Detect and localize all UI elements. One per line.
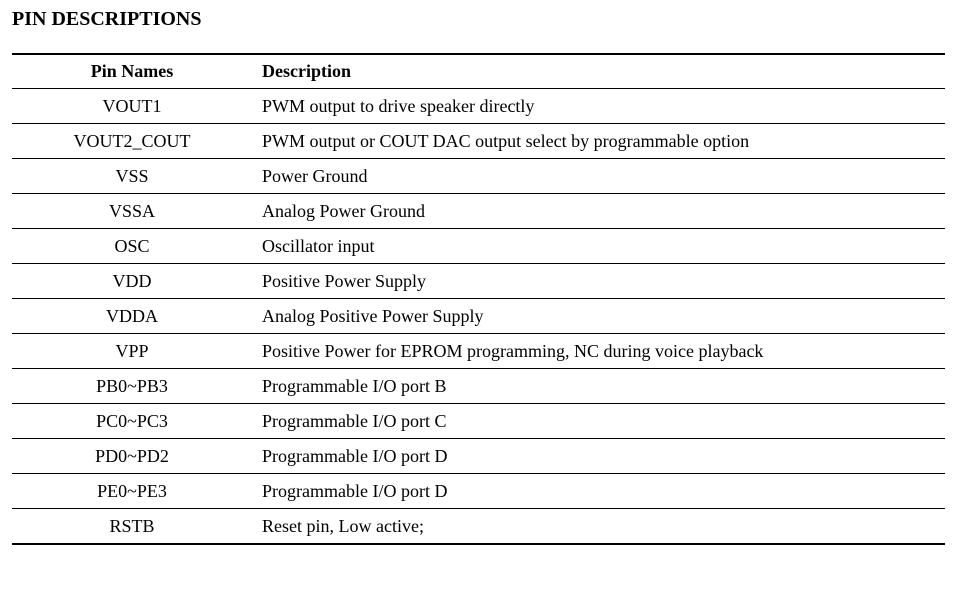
table-row: PD0~PD2 Programmable I/O port D: [12, 439, 945, 474]
table-row: VOUT2_COUT PWM output or COUT DAC output…: [12, 124, 945, 159]
pin-desc-cell: Oscillator input: [252, 229, 945, 264]
table-row: RSTB Reset pin, Low active;: [12, 509, 945, 545]
table-row: VSSA Analog Power Ground: [12, 194, 945, 229]
table-row: VPP Positive Power for EPROM programming…: [12, 334, 945, 369]
pin-desc-cell: Analog Power Ground: [252, 194, 945, 229]
pin-desc-cell: PWM output or COUT DAC output select by …: [252, 124, 945, 159]
pin-descriptions-table: Pin Names Description VOUT1 PWM output t…: [12, 53, 945, 545]
table-row: VSS Power Ground: [12, 159, 945, 194]
pin-name-cell: VPP: [12, 334, 252, 369]
pin-desc-cell: Analog Positive Power Supply: [252, 299, 945, 334]
pin-name-cell: RSTB: [12, 509, 252, 545]
pin-desc-cell: Programmable I/O port B: [252, 369, 945, 404]
table-row: VOUT1 PWM output to drive speaker direct…: [12, 89, 945, 124]
header-pin-names: Pin Names: [12, 54, 252, 89]
table-row: VDD Positive Power Supply: [12, 264, 945, 299]
pin-name-cell: VSSA: [12, 194, 252, 229]
pin-desc-cell: Power Ground: [252, 159, 945, 194]
pin-name-cell: VSS: [12, 159, 252, 194]
pin-name-cell: VOUT1: [12, 89, 252, 124]
pin-desc-cell: Programmable I/O port D: [252, 439, 945, 474]
pin-name-cell: PE0~PE3: [12, 474, 252, 509]
section-title: PIN DESCRIPTIONS: [12, 8, 945, 31]
pin-desc-cell: Programmable I/O port D: [252, 474, 945, 509]
pin-name-cell: PD0~PD2: [12, 439, 252, 474]
table-row: VDDA Analog Positive Power Supply: [12, 299, 945, 334]
pin-name-cell: VOUT2_COUT: [12, 124, 252, 159]
table-header-row: Pin Names Description: [12, 54, 945, 89]
pin-name-cell: VDD: [12, 264, 252, 299]
pin-desc-cell: Positive Power Supply: [252, 264, 945, 299]
pin-desc-cell: Programmable I/O port C: [252, 404, 945, 439]
table-row: OSC Oscillator input: [12, 229, 945, 264]
header-description: Description: [252, 54, 945, 89]
pin-name-cell: PC0~PC3: [12, 404, 252, 439]
table-row: PC0~PC3 Programmable I/O port C: [12, 404, 945, 439]
pin-desc-cell: Reset pin, Low active;: [252, 509, 945, 545]
pin-desc-cell: Positive Power for EPROM programming, NC…: [252, 334, 945, 369]
pin-desc-cell: PWM output to drive speaker directly: [252, 89, 945, 124]
pin-name-cell: PB0~PB3: [12, 369, 252, 404]
pin-name-cell: OSC: [12, 229, 252, 264]
table-row: PE0~PE3 Programmable I/O port D: [12, 474, 945, 509]
pin-name-cell: VDDA: [12, 299, 252, 334]
table-row: PB0~PB3 Programmable I/O port B: [12, 369, 945, 404]
